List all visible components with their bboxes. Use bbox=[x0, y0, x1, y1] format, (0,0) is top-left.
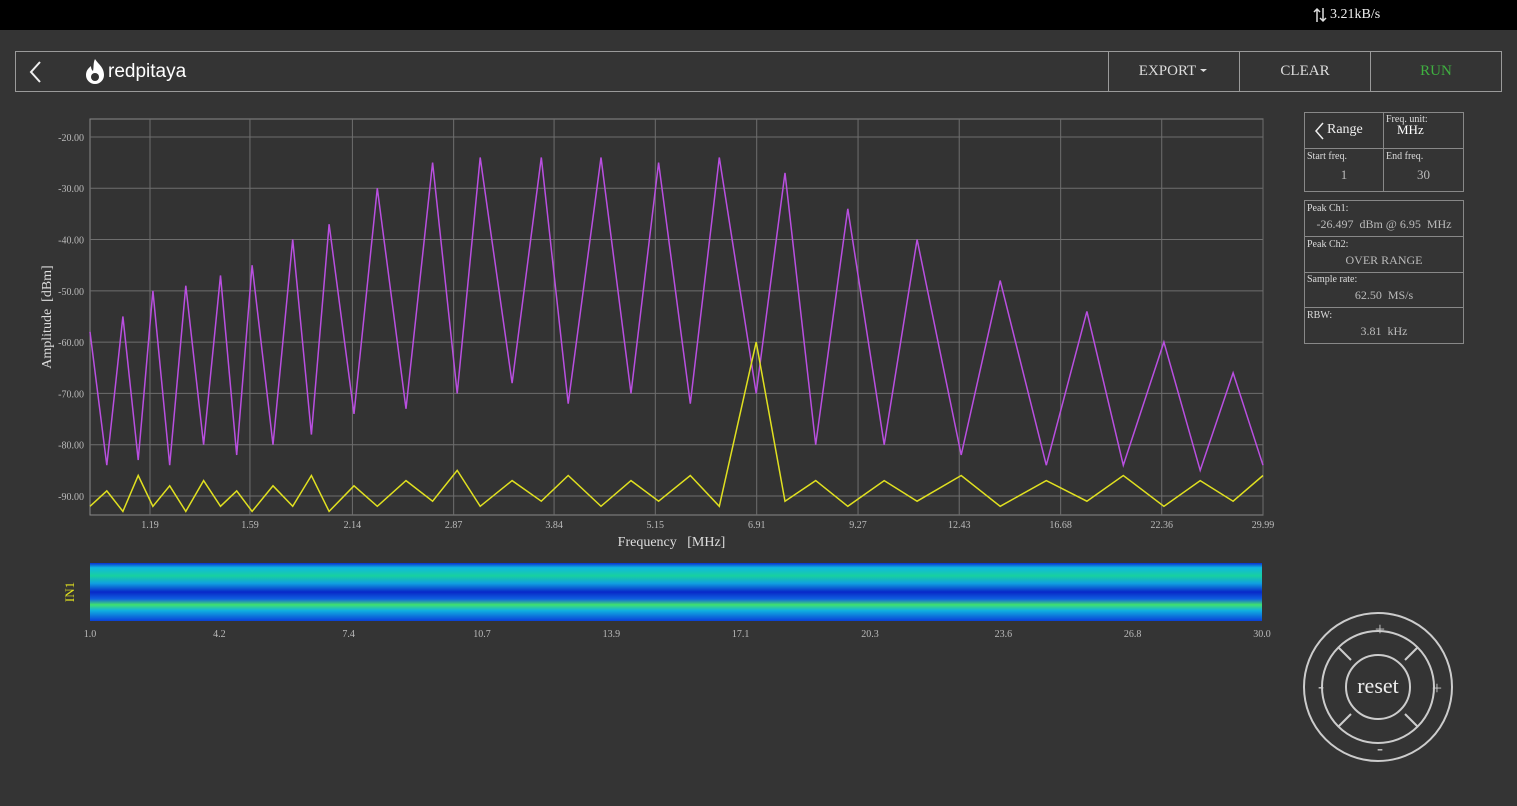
waterfall-tick-label: 20.3 bbox=[861, 629, 879, 640]
freq-unit-value: MHz bbox=[1397, 122, 1424, 137]
end-freq[interactable]: End freq. 30 bbox=[1384, 149, 1463, 191]
info-row: Peak Ch2: OVER RANGE bbox=[1305, 237, 1463, 273]
reset-button[interactable]: reset bbox=[1357, 673, 1399, 698]
pan-right[interactable]: + bbox=[1432, 678, 1442, 698]
dpad: reset + - - + bbox=[1303, 612, 1453, 762]
waterfall bbox=[90, 563, 1262, 621]
waterfall-tick-label: 7.4 bbox=[342, 629, 355, 640]
waterfall-tick-label: 23.6 bbox=[995, 629, 1013, 640]
x-tick-label: 29.99 bbox=[1252, 520, 1275, 531]
info-row: Sample rate: 62.50 MS/s bbox=[1305, 272, 1463, 308]
logo: redpitaya bbox=[108, 61, 187, 82]
y-tick-label: -30.00 bbox=[58, 184, 84, 195]
x-tick-label: 12.43 bbox=[948, 520, 971, 531]
waterfall-tick-label: 13.9 bbox=[603, 629, 621, 640]
spectrum-chart: -20.00 -30.00 -40.00 -50.00 -60.00 -70.00 -80.… bbox=[40, 118, 1275, 640]
network-icon bbox=[1313, 7, 1327, 23]
freq-unit[interactable]: Freq. unit: MHz bbox=[1384, 113, 1463, 149]
info-value: -26.497 dBm @ 6.95 MHz bbox=[1316, 217, 1452, 231]
info-value: 3.81 kHz bbox=[1360, 323, 1408, 338]
y-tick-label: -90.00 bbox=[58, 492, 84, 503]
start-freq[interactable]: Start freq. 1 bbox=[1305, 149, 1384, 191]
y-tick-label: -40.00 bbox=[58, 236, 84, 247]
clear-button[interactable]: CLEAR bbox=[1239, 52, 1370, 91]
info-value: 62.50 MS/s bbox=[1354, 288, 1414, 302]
info-label: Sample rate: bbox=[1307, 274, 1358, 285]
run-button[interactable]: RUN bbox=[1370, 52, 1501, 91]
y-axis-title: Amplitude [dBm] bbox=[40, 265, 55, 368]
x-tick-label: 16.68 bbox=[1049, 520, 1072, 531]
x-axis-title: Frequency [MHz] bbox=[618, 535, 726, 550]
plot-area bbox=[89, 118, 1264, 516]
info-label: Peak Ch1: bbox=[1307, 203, 1349, 214]
info-label: Peak Ch2: bbox=[1307, 238, 1349, 250]
x-tick-label: 1.59 bbox=[241, 520, 259, 531]
zoom-up[interactable]: + bbox=[1375, 619, 1385, 639]
info-label: RBW: bbox=[1307, 309, 1333, 321]
info-value: OVER RANGE bbox=[1345, 252, 1423, 267]
info-row: Peak Ch1: -26.497 dBm @ 6.95 MHz bbox=[1305, 201, 1463, 237]
freq-unit-label: Freq. unit: bbox=[1386, 114, 1428, 125]
x-tick-label: 2.14 bbox=[344, 520, 362, 531]
export-label: EXPORT bbox=[1138, 63, 1197, 79]
network-speed: 3.21kB/s bbox=[1330, 7, 1381, 22]
x-tick-label: 6.91 bbox=[748, 520, 766, 531]
range-button[interactable]: Range bbox=[1305, 113, 1384, 149]
spectrum-line bbox=[89, 341, 1264, 513]
pan-left[interactable]: - bbox=[1318, 676, 1324, 696]
dropdown-caret bbox=[1200, 69, 1208, 72]
x-tick-label: 2.87 bbox=[445, 520, 463, 531]
y-tick-label: -50.00 bbox=[58, 287, 84, 298]
end-freq-label: End freq. bbox=[1386, 151, 1424, 162]
x-tick-label: 1.19 bbox=[141, 520, 159, 531]
waterfall-tick-label: 30.0 bbox=[1253, 629, 1271, 640]
waterfall-tick-label: 4.2 bbox=[213, 629, 226, 640]
range-arrow bbox=[1315, 122, 1324, 140]
zoom-down[interactable]: - bbox=[1377, 738, 1383, 758]
y-tick-label: -60.00 bbox=[58, 338, 84, 349]
waterfall-tick-label: 26.8 bbox=[1124, 629, 1142, 640]
x-tick-label: 22.36 bbox=[1150, 520, 1173, 531]
range-title: Range bbox=[1327, 122, 1363, 137]
y-tick-label: -20.00 bbox=[58, 133, 84, 144]
x-tick-label: 9.27 bbox=[849, 520, 867, 531]
export-button[interactable]: EXPORT bbox=[1108, 52, 1239, 91]
start-freq-value: 1 bbox=[1340, 167, 1348, 182]
waterfall-tick-label: 1.0 bbox=[84, 629, 97, 640]
spectrum-line bbox=[89, 157, 1264, 473]
x-tick-label: 3.84 bbox=[545, 520, 563, 531]
end-freq-value: 30 bbox=[1417, 167, 1430, 182]
waterfall-tick-label: 10.7 bbox=[473, 629, 491, 640]
start-freq-label: Start freq. bbox=[1307, 151, 1347, 162]
header: redpitaya EXPORT CLEAR RUN bbox=[15, 51, 1502, 92]
x-tick-label: 5.15 bbox=[647, 520, 665, 531]
waterfall-channel: IN1 bbox=[62, 582, 77, 602]
y-tick-label: -80.00 bbox=[58, 441, 84, 452]
logo-icon bbox=[86, 59, 104, 84]
y-tick-label: -70.00 bbox=[58, 389, 84, 400]
info-row: RBW: 3.81 kHz bbox=[1305, 308, 1463, 343]
waterfall-tick-label: 17.1 bbox=[732, 629, 750, 640]
range-panel: Range Freq. unit: MHz Start freq. 1 End … bbox=[1304, 112, 1464, 192]
info-panel: Peak Ch1: -26.497 dBm @ 6.95 MHz Peak Ch2:… bbox=[1304, 200, 1464, 344]
status-bar bbox=[0, 0, 1517, 30]
back-button[interactable] bbox=[26, 60, 46, 84]
